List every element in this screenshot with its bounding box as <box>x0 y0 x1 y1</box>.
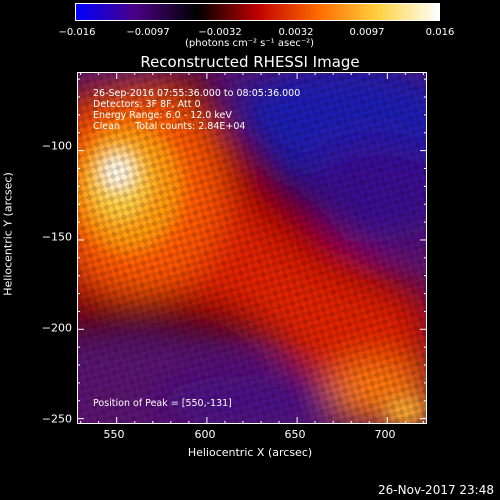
colorbar-tick-label: 0.016 <box>425 27 455 38</box>
energy-range-info: Energy Range: 6.0 - 12.0 keV <box>93 110 232 121</box>
y-tick-label: −100 <box>41 139 72 153</box>
colorbar-tick-label: −0.0097 <box>126 27 170 38</box>
rhessi-image-panel: 26-Sep-2016 07:55:36.000 to 08:05:36.000… <box>77 72 427 424</box>
detectors-info: Detectors: 3F 8F, Att 0 <box>93 99 201 110</box>
x-axis-label: Heliocentric X (arcsec) <box>187 446 313 459</box>
colorbar <box>75 3 440 21</box>
x-tick-label: 550 <box>103 428 125 441</box>
y-tick-label: −250 <box>41 412 72 426</box>
x-tick-label: 600 <box>194 428 216 441</box>
total-counts-info: Clean Total counts: 2.84E+04 <box>93 121 246 132</box>
image-title: Reconstructed RHESSI Image <box>140 53 360 71</box>
observation-time: 26-Sep-2016 07:55:36.000 to 08:05:36.000 <box>93 88 301 99</box>
x-tick-label: 650 <box>284 428 306 441</box>
y-tick-label: −150 <box>41 230 72 244</box>
y-axis-label-text: Heliocentric Y (arcsec) <box>1 172 15 296</box>
colorbar-units: (photons cm⁻² s⁻¹ asec⁻²) <box>185 38 315 49</box>
colorbar-tick-label: 0.0032 <box>278 27 314 38</box>
colorbar-ticks: −0.016 −0.0097 −0.0032 0.0032 0.0097 0.0… <box>0 0 500 50</box>
x-tick-label: 700 <box>374 428 396 441</box>
rhessi-image <box>78 73 426 423</box>
timestamp-footer: 26-Nov-2017 23:48 <box>378 483 494 497</box>
y-tick-label: −200 <box>41 321 72 335</box>
colorbar-tick-label: 0.0097 <box>349 27 385 38</box>
peak-position-info: Position of Peak = [550,-131] <box>93 398 232 409</box>
colorbar-tick-label: −0.0032 <box>198 27 242 38</box>
colorbar-tick-label: −0.016 <box>58 27 96 38</box>
